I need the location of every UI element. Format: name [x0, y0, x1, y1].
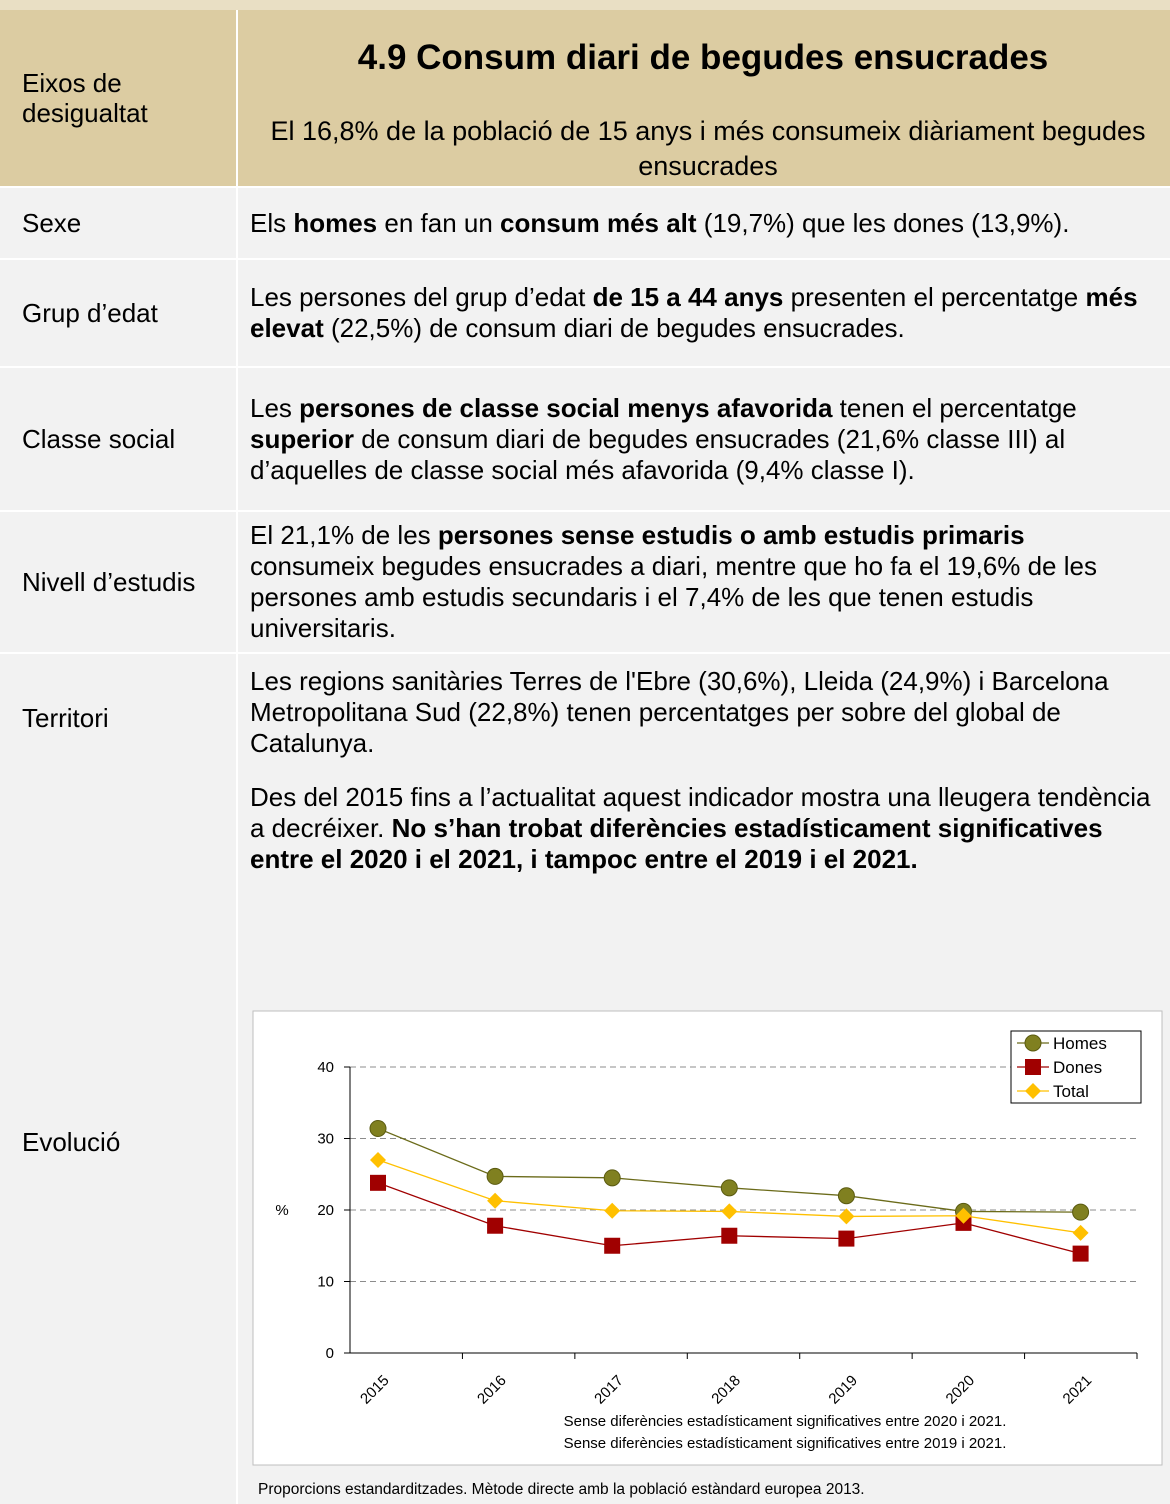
series-marker — [1072, 1245, 1089, 1262]
series-marker — [1072, 1203, 1090, 1221]
row-text: Les persones del grup d’edat de 15 a 44 … — [238, 260, 1170, 366]
bold-text: més elevat — [250, 282, 1138, 343]
series-marker — [721, 1227, 738, 1244]
series-marker — [603, 1169, 621, 1187]
row-text: Les persones de classe social menys afav… — [238, 368, 1170, 510]
row-label: Nivell d’estudis — [22, 567, 196, 597]
text: de consum diari de begudes ensucrades (2… — [250, 423, 1066, 485]
text-cell — [238, 512, 1170, 652]
row-label: Evolució — [22, 1127, 121, 1157]
paragraph: Les regions sanitàries Terres de l'Ebre … — [250, 666, 1156, 759]
label-cell — [0, 654, 236, 770]
paragraph: El 21,1% de les persones sense estudis o… — [250, 520, 1156, 644]
bold-text: de 15 a 44 anys — [592, 282, 784, 312]
paragraph: Des del 2015 fins a l’actualitat aquest … — [250, 782, 1156, 875]
paragraph: Les persones del grup d’edat de 15 a 44 … — [250, 282, 1156, 344]
series-marker — [721, 1203, 738, 1220]
legend-marker — [1025, 1059, 1041, 1075]
series-marker — [720, 1179, 738, 1197]
bold-text: consum més alt — [500, 207, 697, 238]
bold-text: No s’han trobat diferències estadísticam… — [250, 813, 1103, 874]
paragraph: Els homes en fan un consum més alt (19,7… — [250, 208, 1156, 239]
legend-marker — [1025, 1083, 1041, 1099]
series-marker — [955, 1207, 972, 1224]
series-marker — [604, 1202, 621, 1219]
row-label: Grup d’edat — [22, 298, 158, 328]
axis-label-text: Eixos de desigualtat — [22, 68, 148, 128]
text: Les — [250, 392, 300, 423]
text-cell — [238, 188, 1170, 258]
y-tick-label: 30 — [317, 1131, 334, 1148]
text: (19,7%) que les dones (13,9%). — [696, 207, 1070, 238]
bold-text: superior — [250, 423, 355, 454]
y-tick-label: 10 — [317, 1274, 334, 1291]
chart-note: Sense diferències estadísticament signif… — [564, 1435, 1007, 1452]
series-marker — [486, 1167, 504, 1185]
title: 4.9 Consum diari de begudes ensucrades — [357, 38, 1049, 77]
text: Des del 2015 fins a l’actualitat aquest … — [250, 782, 1151, 843]
series-marker — [369, 1119, 387, 1137]
label-cell — [0, 260, 236, 366]
label-cell — [0, 770, 236, 1504]
label-cell — [0, 188, 236, 258]
text: consumeix begudes ensucrades a diari, me… — [250, 551, 1097, 643]
legend-marker — [1024, 1034, 1042, 1052]
series-marker — [370, 1174, 386, 1191]
footnote: Proporcions estandarditzades. Mètode dir… — [258, 1481, 865, 1498]
series-marker — [370, 1151, 386, 1168]
subtitle: El 16,8% de la població de 15 anys i més… — [270, 116, 1146, 181]
row-text: Des del 2015 fins a l’actualitat aquest … — [238, 782, 1170, 887]
bold-text: homes — [293, 207, 378, 238]
label-cell — [0, 512, 236, 652]
row-label: Sexe — [22, 208, 82, 238]
header-cell — [238, 10, 1170, 186]
text-cell — [238, 654, 1170, 770]
series-marker — [838, 1208, 855, 1225]
label-cell — [0, 368, 236, 510]
text: en fan un — [377, 207, 501, 238]
y-tick-label: 20 — [317, 1202, 334, 1219]
text-cell — [238, 260, 1170, 366]
row-label: Classe social — [22, 424, 176, 454]
y-tick-label: 40 — [317, 1059, 334, 1076]
y-axis-label: % — [275, 1202, 288, 1219]
text: tenen el percentatge — [832, 392, 1077, 423]
series-marker — [487, 1217, 504, 1234]
text-cell — [238, 368, 1170, 510]
series-marker — [487, 1192, 504, 1209]
legend-label: Dones — [1053, 1058, 1102, 1077]
top-strip — [0, 0, 1170, 10]
y-tick-label: 0 — [326, 1345, 334, 1362]
paragraph: Les persones de classe social menys afav… — [250, 393, 1156, 486]
text: Els — [250, 207, 294, 238]
text: Les persones del grup d’edat — [250, 282, 593, 312]
series-marker — [838, 1230, 855, 1247]
bold-text: persones sense estudis o amb estudis pri… — [437, 520, 1025, 550]
bold-text: persones de classe social menys afavorid… — [299, 392, 833, 423]
legend-label: Total — [1053, 1082, 1089, 1101]
row-text: Els homes en fan un consum més alt (19,7… — [238, 188, 1170, 258]
chart-note: Sense diferències estadísticament signif… — [564, 1413, 1007, 1430]
row-text: Les regions sanitàries Terres de l'Ebre … — [238, 666, 1170, 771]
series-marker — [604, 1237, 621, 1254]
axis-label: Eixos de desigualtat — [0, 10, 236, 186]
text: (22,5%) de consum diari de begudes ensuc… — [323, 313, 905, 343]
text: Les regions sanitàries Terres de l'Ebre … — [250, 666, 1109, 758]
row-text: El 21,1% de les persones sense estudis o… — [238, 512, 1170, 652]
series-marker — [1072, 1224, 1089, 1241]
text: presenten el percentatge — [783, 282, 1086, 312]
row-label: Territori — [22, 703, 109, 733]
text: El 21,1% de les — [250, 520, 438, 550]
series-marker — [837, 1187, 855, 1205]
legend-label: Homes — [1053, 1034, 1107, 1053]
